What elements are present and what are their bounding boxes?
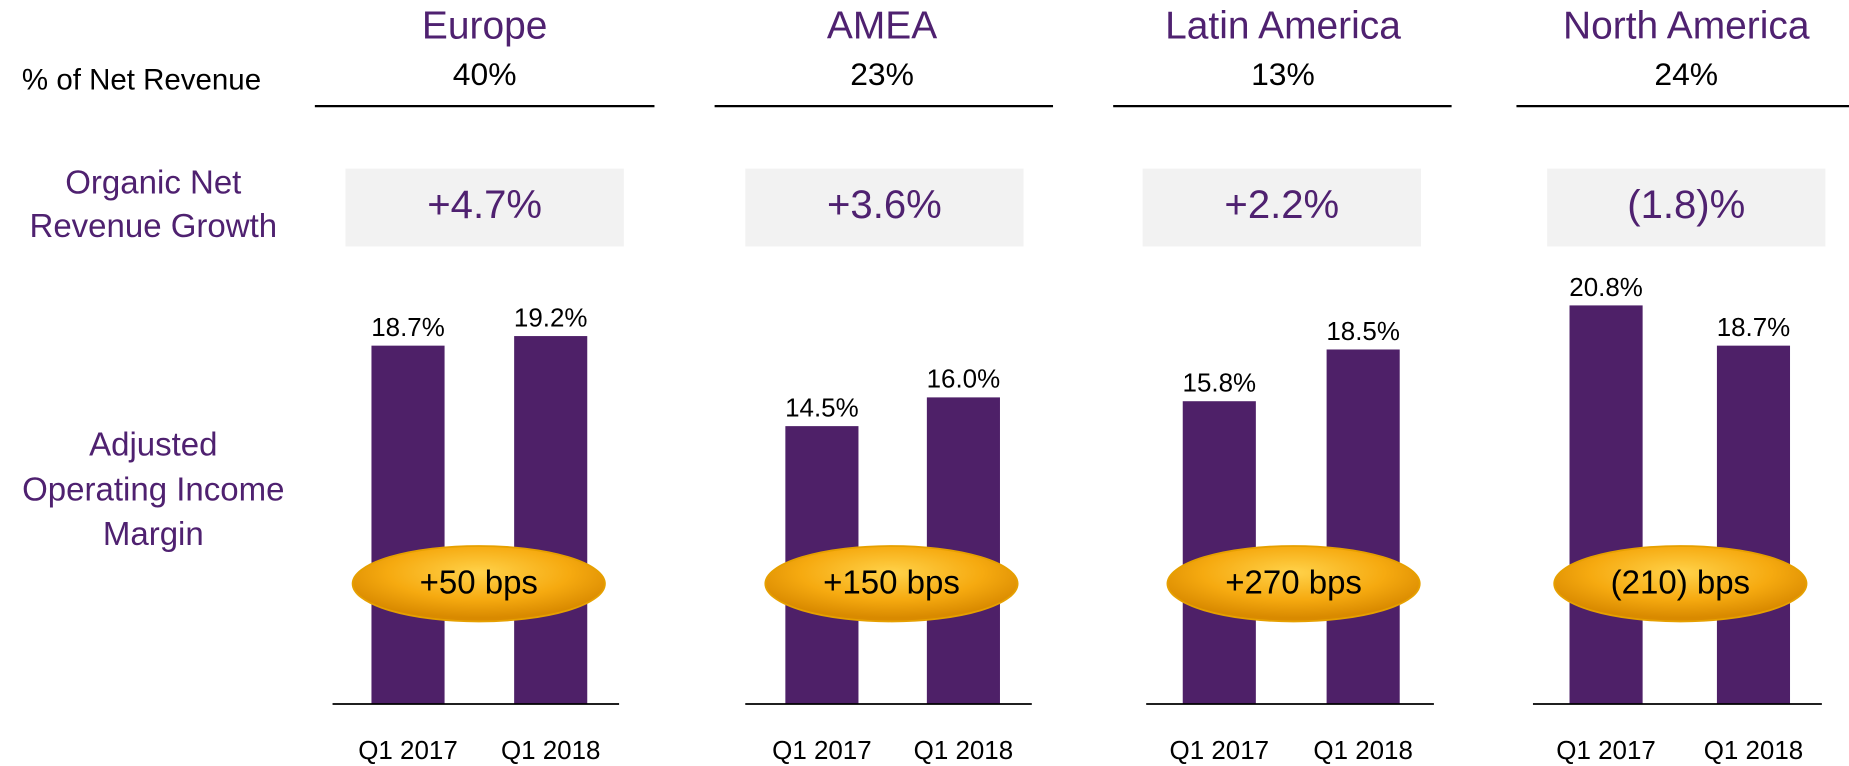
bar-value-label: 19.2% — [514, 304, 588, 332]
x-tick-label: Q1 2017 — [1556, 737, 1656, 765]
net-revenue-share: 24% — [1654, 56, 1718, 92]
region-title: AMEA — [827, 5, 937, 48]
growth-value: +4.7% — [427, 183, 542, 227]
change-badge — [764, 545, 1019, 623]
row-label: Margin — [103, 515, 204, 552]
bar — [1716, 345, 1791, 704]
bar-value-label: 15.8% — [1183, 370, 1257, 398]
growth-box — [1547, 168, 1826, 247]
region-title: Latin America — [1165, 5, 1401, 48]
bar — [1326, 349, 1400, 704]
bar — [1569, 305, 1643, 704]
row-label: Organic Net — [65, 163, 241, 200]
bar — [371, 345, 445, 704]
net-revenue-share: 40% — [453, 56, 517, 92]
growth-value: (1.8)% — [1627, 183, 1745, 227]
change-badge — [351, 545, 606, 623]
growth-value: +2.2% — [1224, 183, 1339, 227]
change-label: +50 bps — [420, 564, 538, 601]
x-tick-label: Q1 2017 — [772, 737, 872, 765]
bar-value-label: 14.5% — [785, 394, 859, 422]
bar-value-label: 20.8% — [1569, 274, 1643, 302]
change-label: +150 bps — [823, 564, 960, 601]
growth-box — [345, 168, 624, 247]
region-title: Europe — [422, 5, 547, 48]
bar-value-label: 16.0% — [927, 366, 1001, 394]
change-label: +270 bps — [1225, 564, 1362, 601]
x-tick-label: Q1 2018 — [914, 737, 1014, 765]
bar-value-label: 18.7% — [371, 314, 445, 342]
row-label: % of Net Revenue — [22, 64, 261, 97]
x-tick-label: Q1 2018 — [1313, 737, 1413, 765]
net-revenue-share: 23% — [850, 56, 914, 92]
bar-value-label: 18.5% — [1326, 318, 1400, 346]
bar-value-label: 18.7% — [1717, 314, 1791, 342]
change-badge — [1166, 545, 1421, 623]
x-tick-label: Q1 2018 — [501, 737, 601, 765]
row-label: Revenue Growth — [29, 207, 277, 244]
row-label: Adjusted — [89, 426, 217, 463]
region-title: North America — [1563, 5, 1810, 48]
x-tick-label: Q1 2018 — [1704, 737, 1804, 765]
x-tick-label: Q1 2017 — [358, 737, 458, 765]
row-label: Operating Income — [22, 470, 284, 507]
growth-box — [1142, 168, 1421, 247]
x-tick-label: Q1 2017 — [1170, 737, 1270, 765]
change-badge — [1553, 545, 1808, 623]
growth-box — [745, 168, 1024, 247]
change-label: (210) bps — [1611, 564, 1750, 601]
bar — [514, 336, 588, 704]
net-revenue-share: 13% — [1251, 56, 1315, 92]
growth-value: +3.6% — [827, 183, 942, 227]
